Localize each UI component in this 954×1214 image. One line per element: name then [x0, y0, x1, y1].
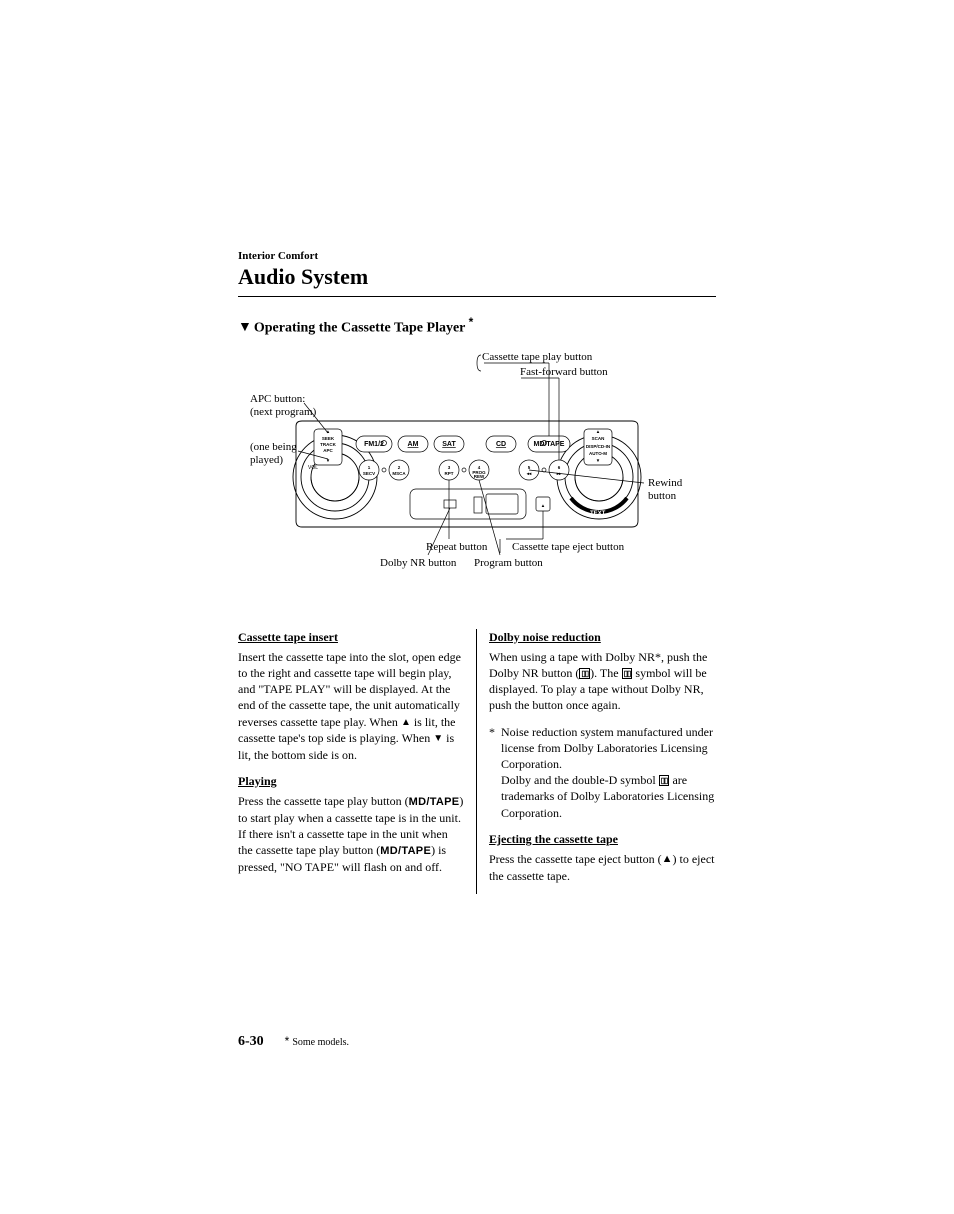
subhead-eject: Ejecting the cassette tape [489, 831, 715, 847]
svg-text:RPT: RPT [445, 471, 454, 476]
svg-text:▲: ▲ [541, 503, 545, 508]
svg-text:MSCA: MSCA [392, 471, 406, 476]
footer-star: * [285, 1034, 290, 1048]
cassette-player-diagram: Cassette tape play button Fast-forward b… [238, 351, 716, 599]
para-cassette-insert: Insert the cassette tape into the slot, … [238, 649, 464, 763]
section-footnote-star: * [469, 315, 474, 329]
svg-text:TEXT: TEXT [590, 511, 606, 517]
para-dolby-footnote: * Noise reduction system manufactured un… [489, 724, 715, 821]
svg-text:MD/TAPE: MD/TAPE [534, 441, 565, 448]
subhead-cassette-insert: Cassette tape insert [238, 629, 464, 645]
left-column: Cassette tape insert Insert the cassette… [238, 629, 476, 894]
section-title-text: Operating the Cassette Tape Player [254, 321, 465, 336]
footnote-body: Noise reduction system manufactured unde… [501, 724, 715, 821]
footer-note: Some models. [292, 1037, 349, 1048]
section-title: ▼Operating the Cassette Tape Player * [238, 315, 716, 337]
svg-text:DISP/CD-IN: DISP/CD-IN [586, 444, 610, 449]
svg-text:▼: ▼ [596, 458, 600, 463]
eject-icon: ▲ [662, 852, 673, 867]
svg-text:AM: AM [408, 441, 419, 448]
dolby-dd-icon: ▯▯ [659, 775, 670, 786]
svg-text:FM1/2: FM1/2 [364, 441, 384, 448]
mdtape-label: MD/TAPE [380, 845, 431, 857]
svg-text:SECV: SECV [363, 471, 375, 476]
svg-text:SCAN: SCAN [592, 436, 605, 441]
header-rule [238, 296, 716, 297]
subhead-dolby: Dolby noise reduction [489, 629, 715, 645]
body-columns: Cassette tape insert Insert the cassette… [238, 629, 716, 894]
diagram-svg: ▲ SEEK TRACK APC ▼ FM1/2 AM SAT CD MD/TA… [238, 351, 716, 599]
mdtape-label: MD/TAPE [409, 796, 460, 808]
subhead-playing: Playing [238, 773, 464, 789]
svg-text:REW: REW [474, 474, 485, 479]
down-triangle-icon: ▼ [433, 732, 443, 746]
footnote-asterisk: * [489, 724, 501, 821]
svg-text:SEEK: SEEK [322, 436, 335, 441]
text: ). The [590, 666, 621, 680]
para-dolby: When using a tape with Dolby NR*, push t… [489, 649, 715, 714]
page-number: 6-30 [238, 1034, 264, 1049]
page-footer: 6-30 * Some models. [238, 1034, 349, 1050]
header-section-small: Interior Comfort [238, 250, 716, 262]
svg-text:TRACK: TRACK [320, 442, 336, 447]
down-triangle-icon: ▼ [238, 320, 252, 336]
text: Press the cassette tape eject button ( [489, 852, 662, 866]
up-triangle-icon: ▲ [401, 716, 411, 730]
text: Press the cassette tape play button ( [238, 794, 409, 808]
svg-text:SAT: SAT [442, 441, 456, 448]
svg-text:◂◂: ◂◂ [526, 471, 532, 476]
svg-text:APC: APC [323, 448, 333, 453]
header-section-large: Audio System [238, 264, 716, 290]
dolby-dd-icon: ▯▯ [622, 668, 633, 679]
right-column: Dolby noise reduction When using a tape … [476, 629, 715, 894]
text: Noise reduction system manufactured unde… [501, 725, 713, 771]
para-playing: Press the cassette tape play button (MD/… [238, 793, 464, 875]
svg-text:CD: CD [496, 441, 506, 448]
svg-text:▲: ▲ [596, 429, 600, 434]
svg-text:VOL: VOL [308, 465, 318, 471]
svg-text:AUTO-M: AUTO-M [589, 451, 607, 456]
text: Dolby and the double-D symbol [501, 773, 659, 787]
para-eject: Press the cassette tape eject button (▲)… [489, 851, 715, 884]
dolby-dd-icon: ▯▯ [579, 668, 590, 679]
